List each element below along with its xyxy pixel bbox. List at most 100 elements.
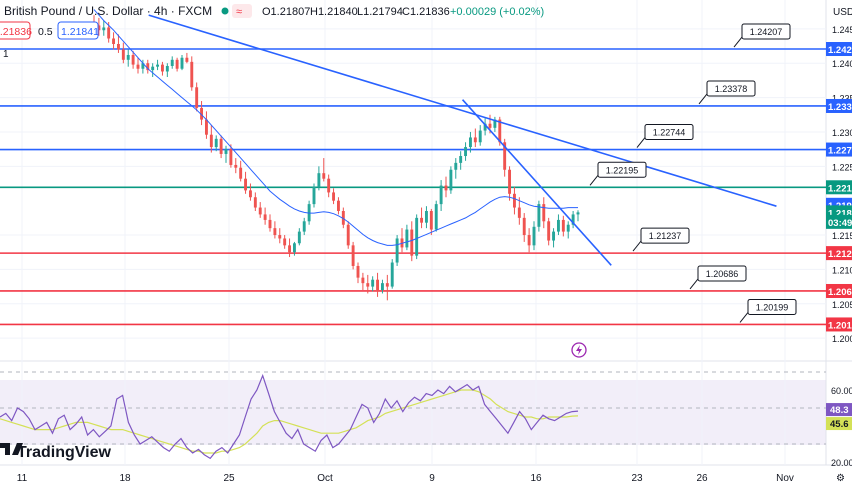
price-tick-label: 1.2450 — [832, 25, 852, 35]
candle-body — [380, 283, 384, 291]
time-tick-label: 9 — [429, 473, 435, 484]
candle-body — [498, 119, 502, 143]
layer-label: 1 — [3, 49, 9, 60]
level-axis-tag-label: 1.233 — [828, 102, 852, 113]
candle-body — [244, 178, 248, 191]
time-tick-label: Oct — [317, 473, 333, 484]
time-tick-label: 18 — [119, 473, 131, 484]
candle-body — [532, 226, 536, 246]
candle-body — [263, 214, 267, 220]
candle-body — [351, 245, 355, 266]
level-axis-tag — [826, 42, 852, 57]
price-tick-label: 1.2350 — [832, 94, 852, 104]
candle-body — [503, 142, 507, 170]
candle-body — [459, 156, 463, 163]
time-axis[interactable]: 11 18 25 Oct 9 16 23 26 Nov ⚙ — [17, 473, 845, 484]
current-price-tag-label: 1.218 — [828, 208, 852, 219]
candle-body — [156, 64, 160, 67]
time-axis-settings-icon[interactable]: ⚙ — [836, 473, 845, 484]
steep-trendline[interactable] — [461, 99, 612, 266]
sell-button[interactable]: 1.21836 — [0, 21, 32, 40]
wave-icon[interactable]: ≈ — [232, 4, 252, 18]
current-price-tag-label: 03:49 — [828, 218, 852, 229]
candle-body — [131, 54, 135, 65]
candle-body — [415, 217, 419, 256]
level-callout[interactable] — [644, 124, 694, 141]
candle-body — [160, 64, 164, 72]
candle-body — [102, 27, 106, 31]
tradingview-logo[interactable]: TradingView — [0, 443, 112, 461]
level-axis-tag — [826, 180, 852, 195]
level-callout[interactable] — [706, 80, 756, 97]
buy-button[interactable]: 1.21841 — [57, 21, 99, 40]
rsi-levels — [0, 371, 826, 445]
candle-body — [185, 57, 189, 62]
level-callout[interactable] — [640, 227, 690, 244]
level-axis-tag — [826, 317, 852, 332]
candle-body — [170, 59, 174, 66]
price-tick-label: 1.2050 — [832, 300, 852, 310]
candle-body — [556, 219, 560, 232]
price-tick-label: 1.2300 — [832, 128, 852, 138]
time-tick-label: 16 — [530, 473, 542, 484]
candle-body — [136, 64, 140, 69]
price-axis[interactable]: 1.2450 1.2400 1.2350 1.2300 1.2250 1.2150 1.21… — [826, 25, 852, 344]
rsi-tick-label: 60.00 — [831, 386, 852, 396]
moving-average-line — [93, 9, 578, 246]
ohlc-high: H1.21840 — [310, 6, 358, 18]
candle-body — [517, 207, 521, 218]
candle-body — [493, 119, 497, 128]
candle-body — [258, 207, 262, 215]
rsi-value-tag — [826, 403, 852, 417]
horizontal-levels[interactable] — [0, 48, 826, 326]
level-callout-label: 1.21237 — [649, 231, 682, 241]
candle-body — [121, 49, 125, 60]
level-callout[interactable] — [597, 161, 647, 178]
candle-body — [336, 200, 340, 211]
ohlc-low: L1.21794 — [357, 6, 403, 18]
candle-body — [312, 186, 316, 205]
level-axis-tag-label: 1.242 — [828, 45, 852, 56]
rsi-axis[interactable]: 60.00 20.00 48.3 45.6 — [826, 386, 852, 468]
candle-body — [552, 231, 556, 241]
level-callout[interactable] — [741, 23, 791, 40]
candle-body — [468, 137, 472, 148]
rsi-ma-label: 45.6 — [830, 419, 849, 430]
candle-body — [547, 221, 551, 241]
symbol-title[interactable]: British Pound / U.S. Dollar · 4h · FXCM — [4, 4, 212, 18]
candle-body — [175, 59, 179, 69]
level-axis-tag — [826, 142, 852, 157]
level-callout[interactable] — [697, 265, 747, 282]
candle-body — [371, 279, 375, 287]
level-axis-tag-label: 1.206 — [828, 287, 852, 298]
ohlc-close: C1.21836 — [402, 6, 450, 18]
candle-body — [478, 130, 482, 143]
level-callout-label: 1.20686 — [706, 269, 739, 279]
candle-body — [508, 169, 512, 194]
candle-body — [571, 214, 575, 225]
level-axis-tag-label: 1.221 — [828, 183, 852, 194]
level-callout-label: 1.23378 — [715, 84, 748, 94]
bolt-icon[interactable] — [571, 342, 587, 358]
price-tick-label: 1.2250 — [832, 162, 852, 172]
candle-body — [542, 204, 546, 222]
candle-body — [180, 57, 184, 69]
candle-body — [97, 25, 101, 31]
currency-label[interactable]: USD — [833, 7, 852, 18]
candle-body — [107, 27, 111, 39]
level-axis-tag — [826, 98, 852, 113]
candle-body — [522, 217, 526, 236]
candle-body — [288, 245, 292, 253]
tradingview-logo-icon — [0, 443, 23, 455]
level-callout[interactable] — [747, 298, 797, 315]
candle-body — [361, 277, 365, 284]
level-callouts[interactable]: 1.24207 1.23378 1.22744 1.22195 1.21237 1.206… — [589, 23, 797, 323]
upper-trendline[interactable] — [148, 14, 777, 207]
trendlines[interactable] — [148, 14, 777, 266]
level-axis-tag-label: 1.227 — [828, 146, 852, 157]
level-callout-label: 1.20199 — [756, 302, 789, 312]
candle-body — [219, 138, 223, 154]
candle-body — [537, 204, 541, 227]
level-axis-tag — [826, 283, 852, 298]
